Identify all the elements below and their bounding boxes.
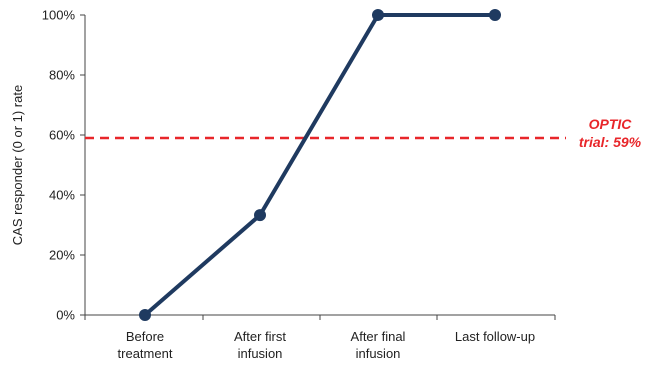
x-axis: Before treatment After first infusion After … xyxy=(84,314,556,361)
x-tick-label: Last follow-up xyxy=(455,329,535,344)
y-axis-label: CAS responder (0 or 1) rate xyxy=(10,85,25,245)
y-tick-label: 80% xyxy=(49,68,75,83)
data-point xyxy=(139,309,151,321)
y-tick-label: 20% xyxy=(49,248,75,263)
x-tick-label: After final infusion xyxy=(351,329,406,361)
y-tick-label: 60% xyxy=(49,128,75,143)
series-line xyxy=(143,13,497,317)
data-point xyxy=(254,209,266,222)
x-tick-label: Before treatment xyxy=(118,329,173,361)
y-axis: 0% 20% 40% 60% 80% 100% xyxy=(42,8,86,323)
y-tick-label: 40% xyxy=(49,188,75,203)
series-group xyxy=(139,9,501,321)
reference-line: OPTIC trial: 59% xyxy=(85,116,642,150)
data-point xyxy=(489,9,501,21)
x-tick-label: After first infusion xyxy=(234,329,286,361)
y-tick-label: 0% xyxy=(56,308,75,323)
data-point xyxy=(372,9,384,21)
y-tick-label: 100% xyxy=(42,8,76,23)
reference-line-label: OPTIC trial: 59% xyxy=(579,116,642,150)
